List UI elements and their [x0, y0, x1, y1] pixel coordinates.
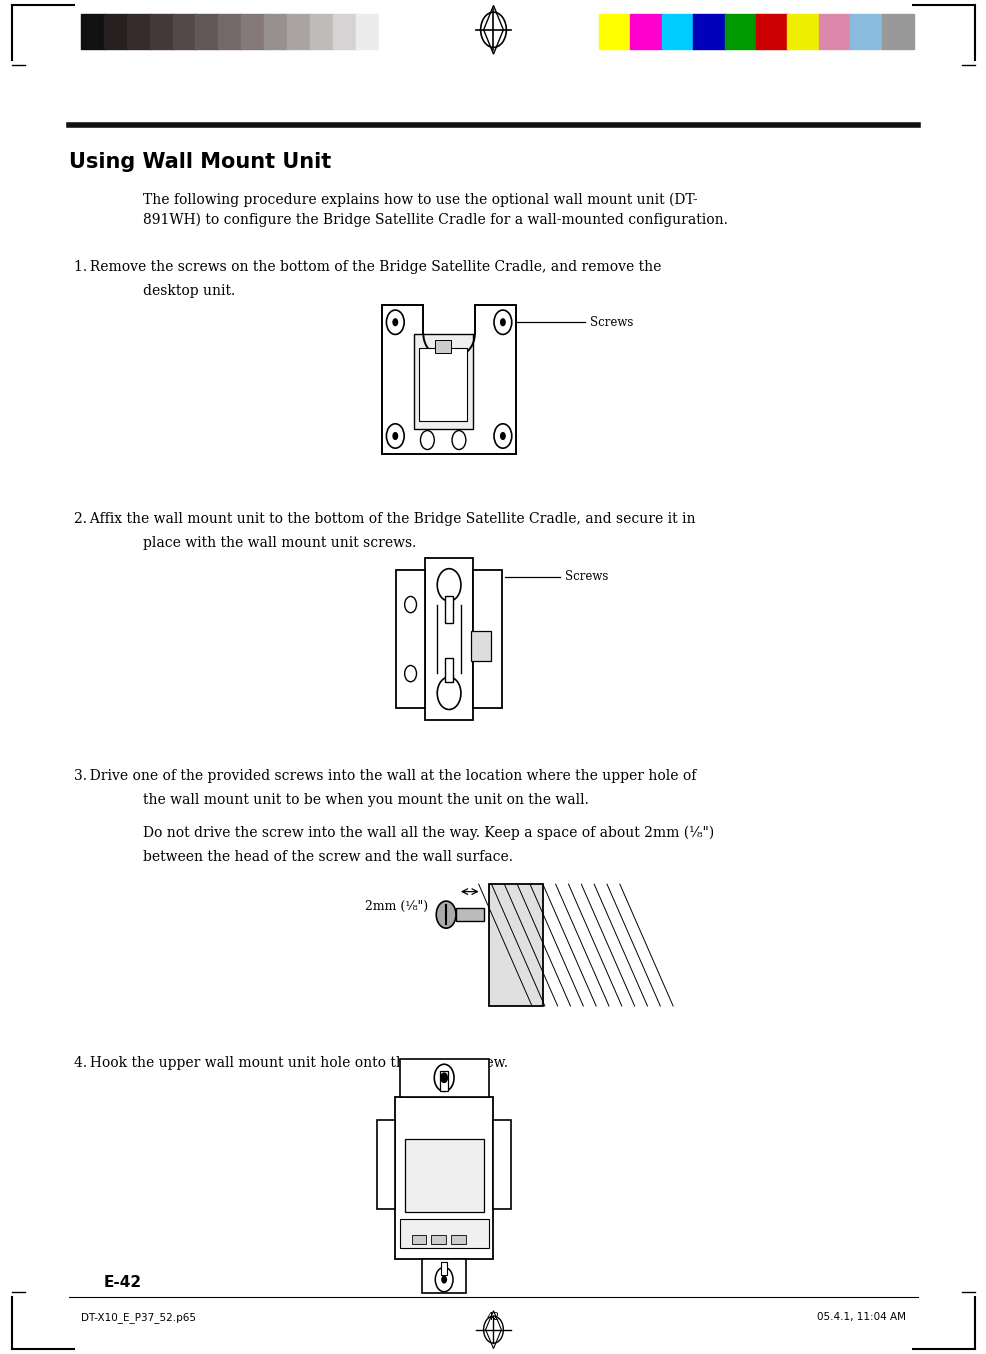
Text: 2. Affix the wall mount unit to the bottom of the Bridge Satellite Cradle, and s: 2. Affix the wall mount unit to the bott… — [74, 512, 695, 525]
Bar — [425, 558, 472, 720]
Circle shape — [435, 1267, 453, 1292]
Circle shape — [436, 902, 456, 929]
Text: 4. Hook the upper wall mount unit hole onto the upper screw.: 4. Hook the upper wall mount unit hole o… — [74, 1056, 508, 1070]
Bar — [399, 1059, 488, 1097]
Bar — [422, 1259, 465, 1293]
Text: 2mm (¹⁄₈"): 2mm (¹⁄₈") — [365, 900, 428, 913]
Circle shape — [499, 318, 505, 326]
Bar — [126, 14, 151, 49]
Text: between the head of the screw and the wall surface.: between the head of the screw and the wa… — [143, 850, 513, 864]
Bar — [470, 631, 490, 661]
Bar — [599, 14, 631, 49]
Bar — [880, 14, 913, 49]
Bar — [399, 1219, 488, 1248]
Circle shape — [493, 310, 511, 334]
Text: E-42: E-42 — [104, 1274, 142, 1290]
Bar — [383, 305, 515, 454]
Bar — [413, 334, 472, 429]
Bar — [419, 348, 466, 421]
Bar — [440, 1071, 448, 1091]
Text: Screws: Screws — [564, 570, 607, 584]
Bar — [195, 14, 219, 49]
Bar — [395, 570, 425, 708]
Text: 05.4.1, 11:04 AM: 05.4.1, 11:04 AM — [816, 1312, 905, 1323]
Bar — [724, 14, 756, 49]
Bar — [356, 14, 380, 49]
Text: 42: 42 — [486, 1312, 500, 1323]
Bar — [445, 658, 453, 682]
Bar — [404, 1139, 483, 1212]
Circle shape — [493, 424, 511, 448]
Circle shape — [434, 1064, 454, 1091]
Text: The following procedure explains how to use the optional wall mount unit (DT-
89: The following procedure explains how to … — [143, 192, 728, 227]
Text: DT-X10_E_P37_52.p65: DT-X10_E_P37_52.p65 — [81, 1312, 196, 1323]
Bar — [218, 14, 243, 49]
Bar — [493, 1120, 511, 1209]
Bar — [173, 14, 196, 49]
Bar — [755, 14, 788, 49]
Bar — [81, 14, 105, 49]
Bar — [849, 14, 881, 49]
Bar — [332, 14, 357, 49]
Circle shape — [404, 665, 416, 681]
Bar — [445, 596, 453, 623]
Text: Using Wall Mount Unit: Using Wall Mount Unit — [69, 152, 331, 172]
Bar — [241, 14, 265, 49]
Bar — [488, 884, 542, 1006]
Bar — [818, 14, 850, 49]
Bar — [150, 14, 174, 49]
Bar — [451, 1235, 465, 1244]
Bar — [456, 907, 483, 921]
Bar — [394, 1097, 493, 1259]
Circle shape — [404, 596, 416, 612]
Circle shape — [437, 677, 460, 709]
Text: 1. Remove the screws on the bottom of the Bridge Satellite Cradle, and remove th: 1. Remove the screws on the bottom of th… — [74, 260, 661, 274]
Bar — [692, 14, 725, 49]
Bar — [264, 14, 288, 49]
Bar — [379, 14, 402, 49]
Bar — [630, 14, 663, 49]
Bar — [787, 14, 819, 49]
Bar — [377, 1120, 394, 1209]
Text: Screws: Screws — [590, 315, 632, 329]
Bar — [287, 14, 311, 49]
Circle shape — [440, 1072, 448, 1083]
Bar — [431, 1235, 446, 1244]
Circle shape — [452, 431, 465, 450]
Circle shape — [392, 432, 398, 440]
Text: 3. Drive one of the provided screws into the wall at the location where the uppe: 3. Drive one of the provided screws into… — [74, 769, 696, 783]
Circle shape — [437, 569, 460, 601]
Bar — [441, 1262, 447, 1275]
Circle shape — [420, 431, 434, 450]
Text: Do not drive the screw into the wall all the way. Keep a space of about 2mm (¹⁄₈: Do not drive the screw into the wall all… — [143, 826, 714, 841]
Circle shape — [392, 318, 398, 326]
Bar — [310, 14, 333, 49]
Circle shape — [441, 1275, 447, 1284]
Bar — [411, 1235, 426, 1244]
Bar — [423, 298, 474, 359]
Circle shape — [387, 310, 404, 334]
Bar — [662, 14, 693, 49]
Bar — [104, 14, 127, 49]
Bar — [435, 340, 451, 353]
Text: place with the wall mount unit screws.: place with the wall mount unit screws. — [143, 536, 416, 550]
Bar — [472, 570, 502, 708]
Text: desktop unit.: desktop unit. — [143, 284, 235, 298]
Text: the wall mount unit to be when you mount the unit on the wall.: the wall mount unit to be when you mount… — [143, 793, 589, 807]
Circle shape — [499, 432, 505, 440]
Circle shape — [387, 424, 404, 448]
